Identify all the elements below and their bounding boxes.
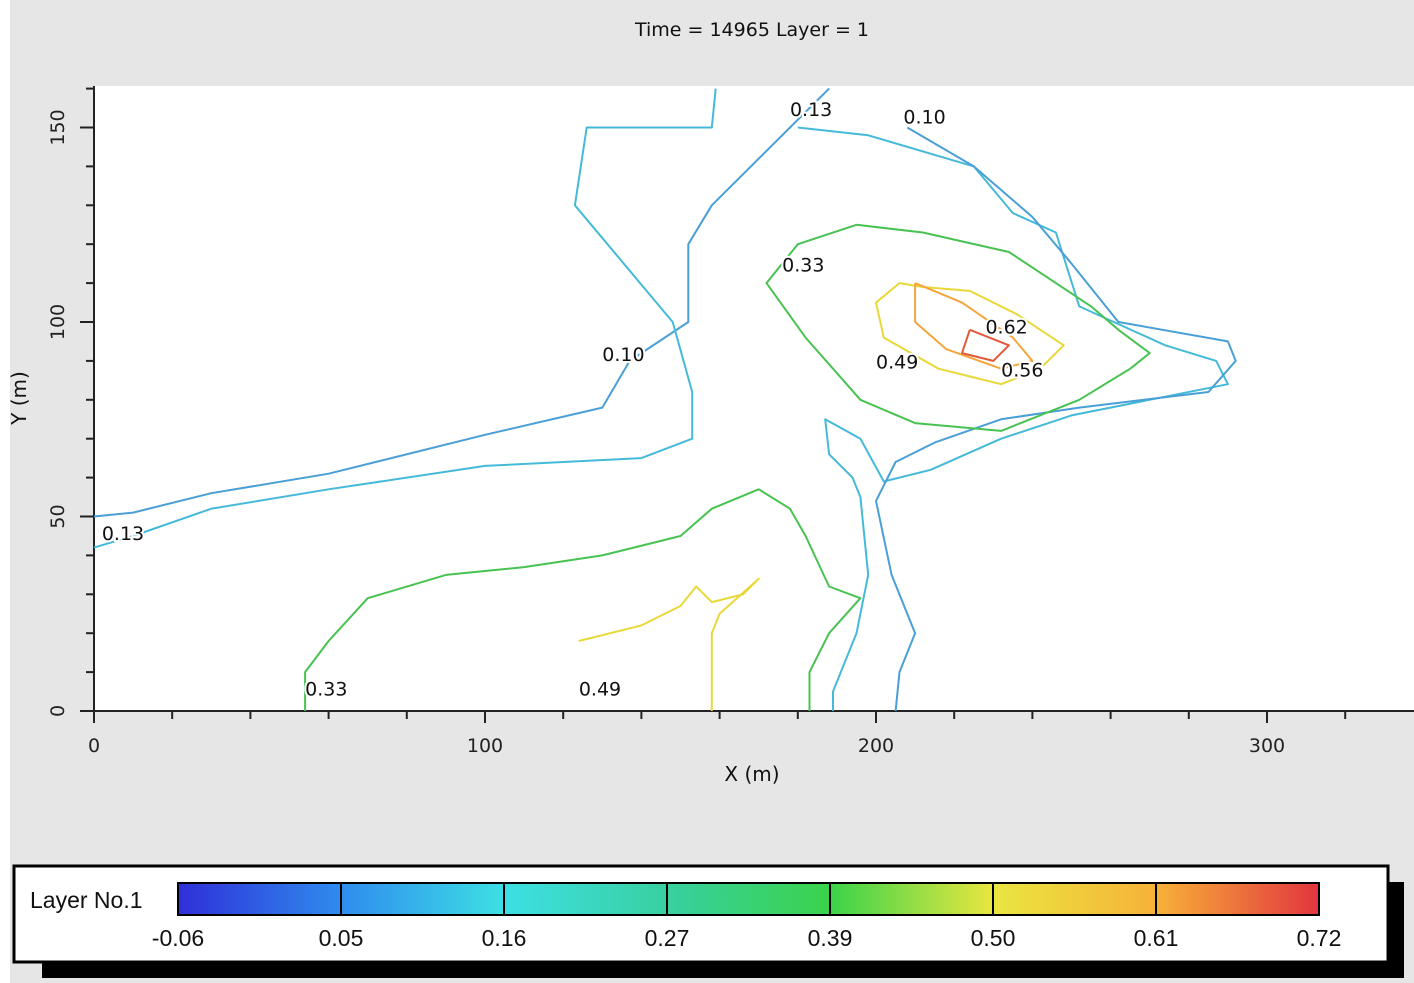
contour-label: 0.13	[102, 523, 144, 545]
color-legend: -0.06 0.05 0.16 0.27 0.39 0.50 0.61 0.72	[152, 882, 1342, 951]
legend-tick-label: 0.27	[645, 925, 690, 951]
legend-tick-label: 0.39	[808, 925, 853, 951]
contour-line-0-33	[765, 223, 1151, 432]
contour-label: 0.33	[305, 678, 347, 700]
x-tick-label: 0	[88, 735, 100, 757]
legend-tick-label: 0.16	[482, 925, 527, 951]
figure-background	[10, 0, 1414, 86]
contour-line-0-56	[914, 282, 1034, 370]
contour-line-0-49	[578, 577, 760, 711]
legend-color-bar	[177, 882, 1320, 916]
axis-ticks: 0 100 200 300 0 50 100 150	[47, 87, 1347, 757]
contour-line-0-13	[797, 126, 1229, 711]
x-axis-title: X (m)	[724, 762, 779, 786]
contour-line-0-13	[93, 88, 717, 549]
contour-label: 0.10	[602, 344, 644, 366]
x-tick-label: 200	[858, 735, 894, 757]
contour-label: 0.49	[579, 678, 621, 700]
contour-label: 0.10	[903, 107, 945, 129]
contour-line-0-33	[304, 488, 862, 711]
legend-tick-label: -0.06	[152, 925, 204, 951]
contour-label: 0.56	[1001, 359, 1043, 381]
legend-tick-label: 0.61	[1134, 925, 1179, 951]
legend-label: Layer No.1	[30, 887, 143, 913]
chart-title: Time = 14965 Layer = 1	[634, 19, 869, 41]
contour-labels: 0.13 0.13 0.10 0.10 0.33 0.33 0.49 0.49 0.56 0.62	[100, 97, 1046, 703]
y-tick-label: 0	[47, 705, 69, 717]
contour-label: 0.49	[876, 352, 918, 374]
legend-tick-label: 0.05	[319, 925, 364, 951]
contour-line-0-10	[875, 126, 1237, 712]
contour-line-0-62	[961, 328, 1010, 362]
x-tick-label: 100	[467, 735, 503, 757]
legend-tick-label: 0.72	[1297, 925, 1342, 951]
y-axis-title: Y (m)	[7, 371, 31, 426]
contour-line-0-10	[93, 87, 830, 518]
x-tick-label: 300	[1249, 735, 1285, 757]
y-tick-label: 100	[47, 304, 69, 340]
contour-label: 0.33	[782, 254, 824, 276]
contour-line-0-49	[875, 282, 1065, 386]
legend-tick-label: 0.50	[971, 925, 1016, 951]
y-tick-label: 50	[47, 504, 69, 528]
y-tick-label: 150	[47, 109, 69, 145]
plot-area	[94, 86, 1414, 710]
contour-lines	[93, 87, 1237, 712]
contour-label: 0.13	[790, 99, 832, 121]
contour-label: 0.62	[985, 317, 1027, 339]
